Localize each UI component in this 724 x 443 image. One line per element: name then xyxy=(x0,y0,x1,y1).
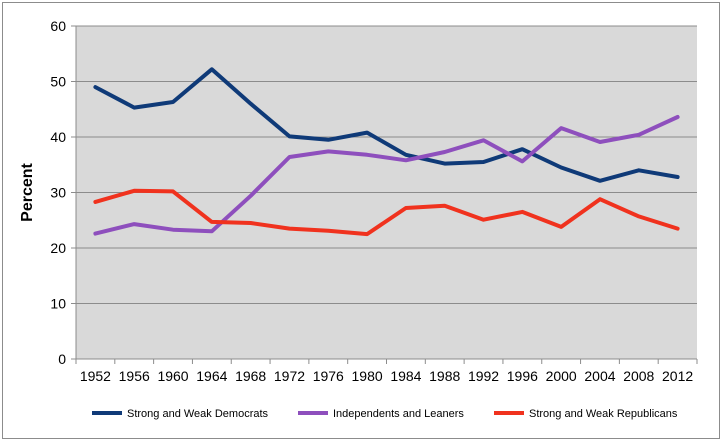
x-tick-label: 1992 xyxy=(468,368,499,384)
x-tick-label: 1956 xyxy=(119,368,150,384)
series-line-3 xyxy=(93,188,680,237)
y-tick-label: 0 xyxy=(58,351,66,367)
legend: Strong and Weak Democrats Independents an… xyxy=(92,408,678,420)
y-tick-label: 10 xyxy=(50,296,66,312)
x-tick-label: 1968 xyxy=(235,368,266,384)
y-tick-label: 50 xyxy=(50,74,66,90)
x-tick-label: 2000 xyxy=(546,368,577,384)
x-tick-label: 1964 xyxy=(196,368,227,384)
legend-label: Strong and Weak Republicans xyxy=(529,408,678,420)
x-tick-label: 1976 xyxy=(313,368,344,384)
x-tick-label: 2004 xyxy=(584,368,615,384)
series-line-1 xyxy=(93,67,680,183)
y-tick-label: 60 xyxy=(50,18,66,34)
x-tick-label: 1984 xyxy=(390,368,421,384)
y-tick-label: 40 xyxy=(50,129,66,145)
x-tick-label: 2008 xyxy=(623,368,654,384)
x-tick-label: 1980 xyxy=(352,368,383,384)
series-lines xyxy=(93,67,680,237)
series-line-2 xyxy=(93,115,680,236)
x-tick-label: 2012 xyxy=(662,368,693,384)
y-tick-label: 30 xyxy=(50,185,66,201)
legend-label: Strong and Weak Democrats xyxy=(127,408,269,420)
x-tick-label: 1972 xyxy=(274,368,305,384)
y-axis-label: Percent xyxy=(19,162,36,221)
x-tick-label: 1960 xyxy=(157,368,188,384)
x-tick-label: 1952 xyxy=(80,368,111,384)
y-tick-label: 20 xyxy=(50,240,66,256)
x-axis-ticks: 1952 1956 1960 1964 1968 1972 1976 1980 1984 1988… xyxy=(75,359,698,384)
legend-label: Independents and Leaners xyxy=(333,408,464,420)
x-tick-label: 1996 xyxy=(507,368,538,384)
x-tick-label: 1988 xyxy=(429,368,460,384)
y-axis-ticks: 0 10 20 30 40 50 60 xyxy=(50,18,76,367)
